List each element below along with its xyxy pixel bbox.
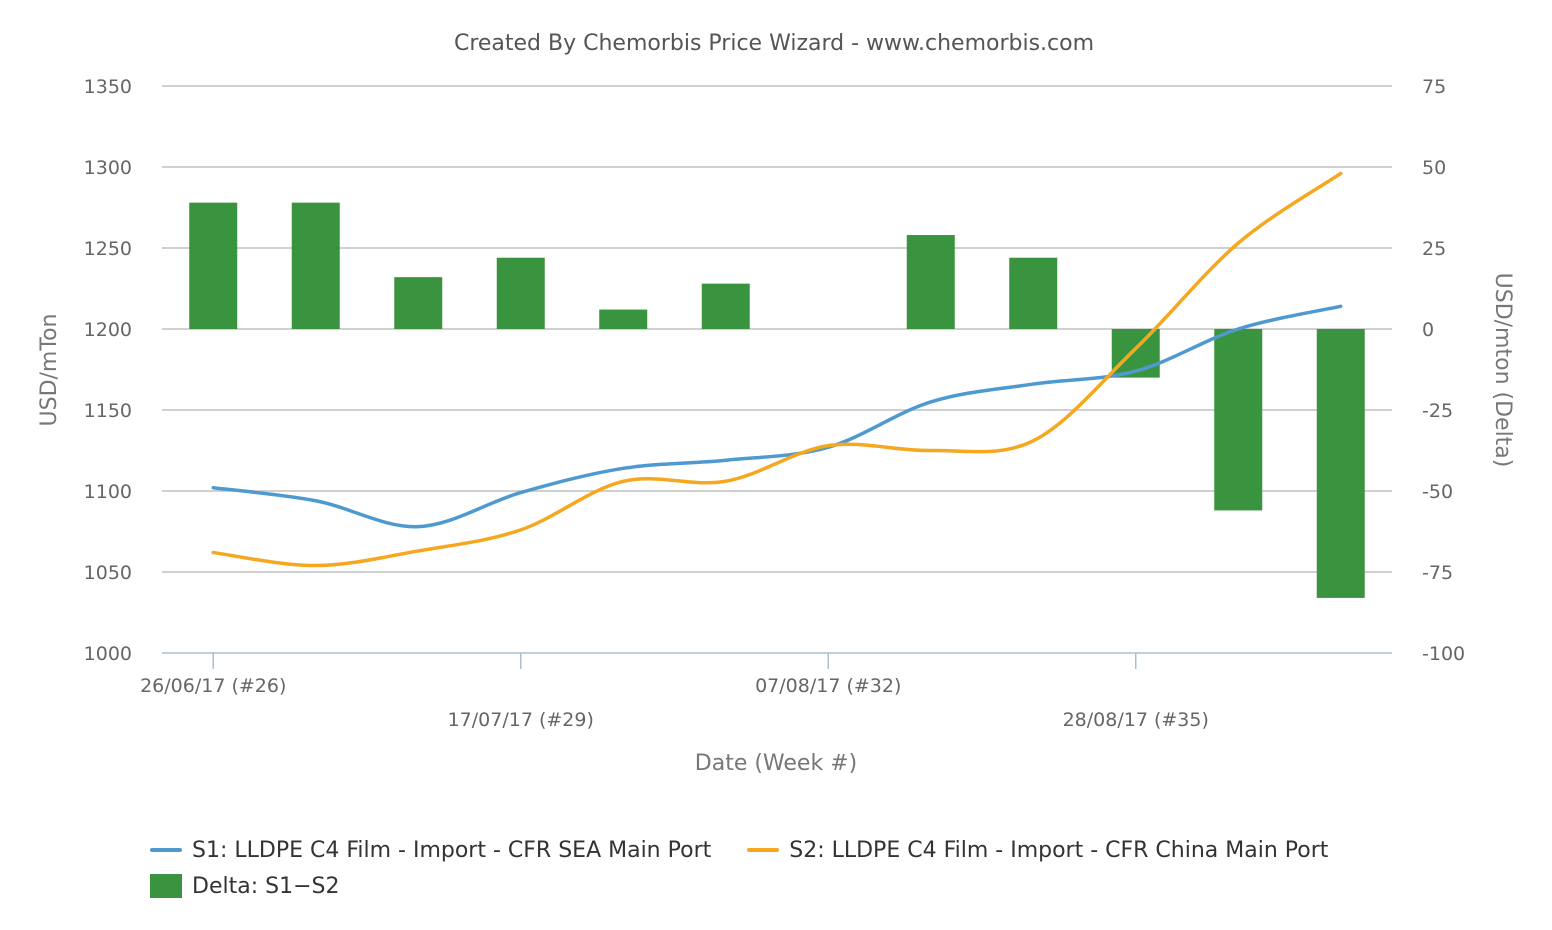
delta-bar bbox=[906, 235, 955, 329]
y2-tick-label: -50 bbox=[1422, 481, 1453, 503]
y2-axis-title: USD/mton (Delta) bbox=[1490, 273, 1515, 468]
legend-swatch-s2 bbox=[747, 848, 780, 852]
y-tick-label: 1250 bbox=[84, 238, 132, 260]
legend-item-s1[interactable]: S1: LLDPE C4 Film - Import - CFR SEA Mai… bbox=[150, 838, 711, 863]
legend-label-s1: S1: LLDPE C4 Film - Import - CFR SEA Mai… bbox=[192, 837, 712, 863]
delta-bar bbox=[291, 202, 340, 329]
legend-label-s2: S2: LLDPE C4 Film - Import - CFR China M… bbox=[789, 837, 1329, 863]
legend-swatch-delta bbox=[150, 874, 182, 898]
y2-tick-label: 50 bbox=[1422, 157, 1446, 179]
legend: S1: LLDPE C4 Film - Import - CFR SEA Mai… bbox=[150, 832, 1470, 904]
y-axis-title: USD/mTon bbox=[37, 314, 62, 427]
x-tick-label: 07/08/17 (#32) bbox=[755, 675, 901, 697]
y2-tick-label: 0 bbox=[1422, 319, 1434, 341]
y2-tick-label: -100 bbox=[1422, 643, 1465, 665]
delta-bar bbox=[1316, 329, 1365, 598]
delta-bar bbox=[1214, 329, 1263, 511]
axes: 1000 -100 1050 -75 1100 -50 1150 -25 1200 0 1250 25… bbox=[84, 76, 1465, 731]
x-tick-label: 17/07/17 (#29) bbox=[448, 709, 594, 731]
y-tick-label: 1150 bbox=[84, 400, 132, 422]
y-tick-label: 1300 bbox=[84, 157, 132, 179]
legend-swatch-s1 bbox=[150, 848, 182, 852]
delta-bar bbox=[394, 277, 443, 329]
x-tick-label: 26/06/17 (#26) bbox=[140, 675, 286, 697]
y2-tick-label: 75 bbox=[1422, 76, 1446, 98]
legend-label-delta: Delta: S1−S2 bbox=[192, 873, 340, 899]
y-tick-label: 1100 bbox=[84, 481, 132, 503]
y-tick-label: 1200 bbox=[84, 319, 132, 341]
y-tick-label: 1350 bbox=[84, 76, 132, 98]
delta-bar bbox=[1009, 257, 1058, 329]
delta-bar bbox=[701, 283, 750, 329]
y2-tick-label: 25 bbox=[1422, 238, 1446, 260]
legend-item-s2[interactable]: S2: LLDPE C4 Film - Import - CFR China M… bbox=[747, 838, 1328, 863]
x-tick-label: 28/08/17 (#35) bbox=[1063, 709, 1209, 731]
y-tick-label: 1050 bbox=[84, 562, 132, 584]
delta-bar bbox=[189, 202, 238, 329]
series-line-s2 bbox=[211, 171, 1343, 568]
y-tick-label: 1000 bbox=[84, 643, 132, 665]
delta-bar bbox=[599, 309, 648, 329]
delta-bars bbox=[189, 202, 1365, 598]
series-lines bbox=[211, 171, 1343, 568]
delta-bar bbox=[496, 257, 545, 329]
x-axis-title: Date (Week #) bbox=[695, 751, 857, 776]
legend-item-delta[interactable]: Delta: S1−S2 bbox=[150, 874, 339, 899]
grid bbox=[162, 85, 1392, 573]
y2-tick-label: -75 bbox=[1422, 562, 1453, 584]
series-line-s1 bbox=[211, 304, 1343, 529]
chart-title: Created By Chemorbis Price Wizard - www.… bbox=[454, 31, 1094, 56]
y2-tick-label: -25 bbox=[1422, 400, 1453, 422]
